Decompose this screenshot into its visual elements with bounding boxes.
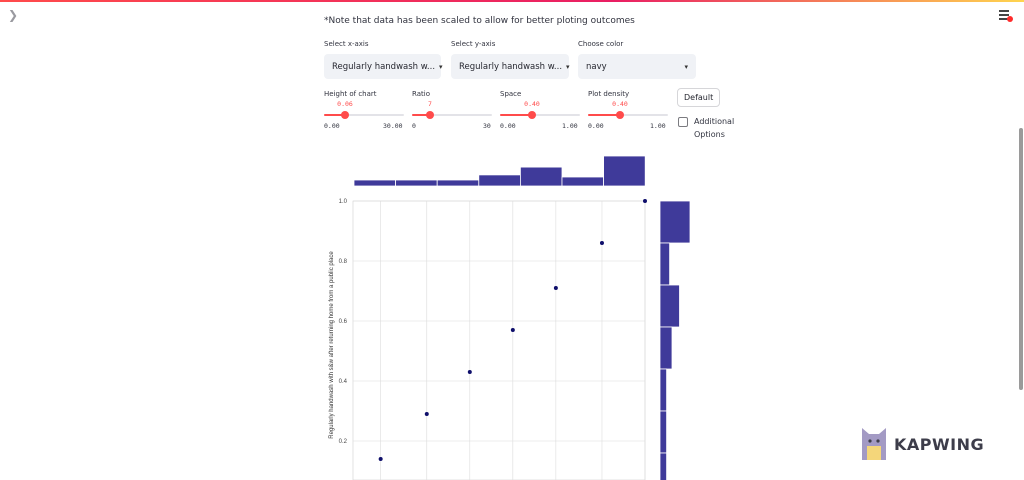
- data-point: [378, 457, 383, 461]
- x-axis-label: Select x-axis: [324, 40, 369, 48]
- right-histogram-bar: [659, 326, 673, 370]
- right-histogram-bar: [659, 284, 680, 328]
- top-histogram-bar: [519, 166, 563, 187]
- top-histogram-bar: [395, 179, 438, 187]
- color-select[interactable]: navy ▾: [578, 54, 696, 79]
- ratio-slider-min: 0: [412, 122, 416, 130]
- right-histogram: [659, 200, 691, 480]
- data-point: [553, 286, 558, 290]
- height-slider-value: 0.06: [337, 100, 353, 108]
- scaling-note: *Note that data has been scaled to allow…: [324, 16, 635, 26]
- height-slider-fill: [324, 114, 345, 116]
- joint-plot-chart: 0.2 0.4 0.6 0.8 1.0 Regularly handwash with …: [329, 155, 691, 480]
- space-slider[interactable]: [500, 111, 580, 119]
- data-point: [467, 370, 472, 374]
- color-label: Choose color: [578, 40, 624, 48]
- y-axis-label: Select y-axis: [451, 40, 496, 48]
- height-slider[interactable]: [324, 111, 404, 119]
- space-slider-thumb[interactable]: [528, 111, 536, 119]
- y-tick-label: 0.6: [339, 319, 348, 325]
- y-axis-select[interactable]: Regularly handwash w... ▾: [451, 54, 570, 79]
- density-slider[interactable]: [588, 111, 668, 119]
- ratio-slider[interactable]: [412, 111, 492, 119]
- data-point: [510, 328, 515, 332]
- y-axis-select-value: Regularly handwash w...: [459, 61, 563, 72]
- y-tick-label: 0.4: [339, 379, 348, 385]
- notification-dot: [1007, 16, 1013, 22]
- right-histogram-bar: [659, 242, 671, 286]
- default-button[interactable]: Default: [677, 88, 721, 107]
- additional-options-label: Additional Options: [694, 117, 735, 139]
- right-histogram-bar: [659, 452, 667, 480]
- data-point: [643, 199, 647, 203]
- y-tick-label: 1.0: [339, 199, 348, 205]
- right-histogram-bar: [659, 200, 691, 244]
- density-slider-thumb[interactable]: [616, 111, 624, 119]
- top-histogram-bar: [353, 179, 396, 187]
- ratio-slider-thumb[interactable]: [426, 111, 434, 119]
- top-accent-line: [0, 0, 1024, 2]
- space-slider-label: Space: [500, 90, 522, 98]
- data-point: [599, 241, 604, 245]
- kapwing-watermark-text: KAPWING: [894, 434, 985, 454]
- height-slider-min: 0.00: [324, 122, 340, 130]
- x-axis-select-value: Regularly handwash w...: [332, 61, 436, 72]
- x-axis-select[interactable]: Regularly handwash w... ▾: [324, 54, 443, 79]
- caret-down-icon: ▾: [684, 62, 688, 71]
- hamburger-menu-icon[interactable]: [999, 10, 1013, 22]
- kapwing-logo-icon: [862, 428, 886, 460]
- density-slider-min: 0.00: [588, 122, 604, 130]
- height-slider-label: Height of chart: [324, 90, 377, 98]
- color-select-value: navy: [586, 61, 607, 72]
- right-histogram-bar: [659, 410, 667, 454]
- space-slider-max: 1.00: [562, 122, 578, 130]
- ratio-slider-value: 7: [428, 100, 432, 108]
- y-axis-ticks: 0.2 0.4 0.6 0.8 1.0: [339, 199, 348, 445]
- top-histogram-bar: [478, 174, 521, 187]
- density-slider-value: 0.40: [612, 100, 628, 108]
- y-tick-label: 0.2: [339, 439, 348, 445]
- height-slider-max: 30.00: [383, 122, 403, 130]
- caret-down-icon: ▾: [439, 62, 443, 71]
- ratio-slider-label: Ratio: [412, 90, 430, 98]
- right-histogram-bar: [659, 368, 667, 412]
- additional-options-checkbox[interactable]: [678, 117, 688, 127]
- density-slider-max: 1.00: [650, 122, 666, 130]
- density-slider-fill: [588, 114, 620, 116]
- y-axis-label: Regularly handwash with s&w after return…: [329, 251, 335, 439]
- top-histogram-bar: [436, 179, 480, 187]
- density-slider-label: Plot density: [588, 90, 630, 98]
- ratio-slider-fill: [412, 114, 430, 116]
- top-histogram-bar: [603, 155, 646, 187]
- caret-down-icon: ▾: [566, 62, 570, 71]
- ratio-slider-max: 30: [483, 122, 491, 130]
- top-histogram-bar: [561, 176, 604, 187]
- data-point: [424, 412, 429, 416]
- space-slider-min: 0.00: [500, 122, 516, 130]
- height-slider-thumb[interactable]: [341, 111, 349, 119]
- space-slider-fill: [500, 114, 532, 116]
- scatter-points: [378, 199, 647, 461]
- kapwing-watermark: KAPWING: [860, 426, 984, 462]
- chevron-right-icon[interactable]: ❯: [8, 8, 19, 22]
- y-tick-label: 0.8: [339, 259, 348, 265]
- scrollbar[interactable]: [1019, 128, 1023, 390]
- top-histogram: [353, 155, 646, 187]
- space-slider-value: 0.40: [524, 100, 540, 108]
- chart-grid: [352, 200, 646, 480]
